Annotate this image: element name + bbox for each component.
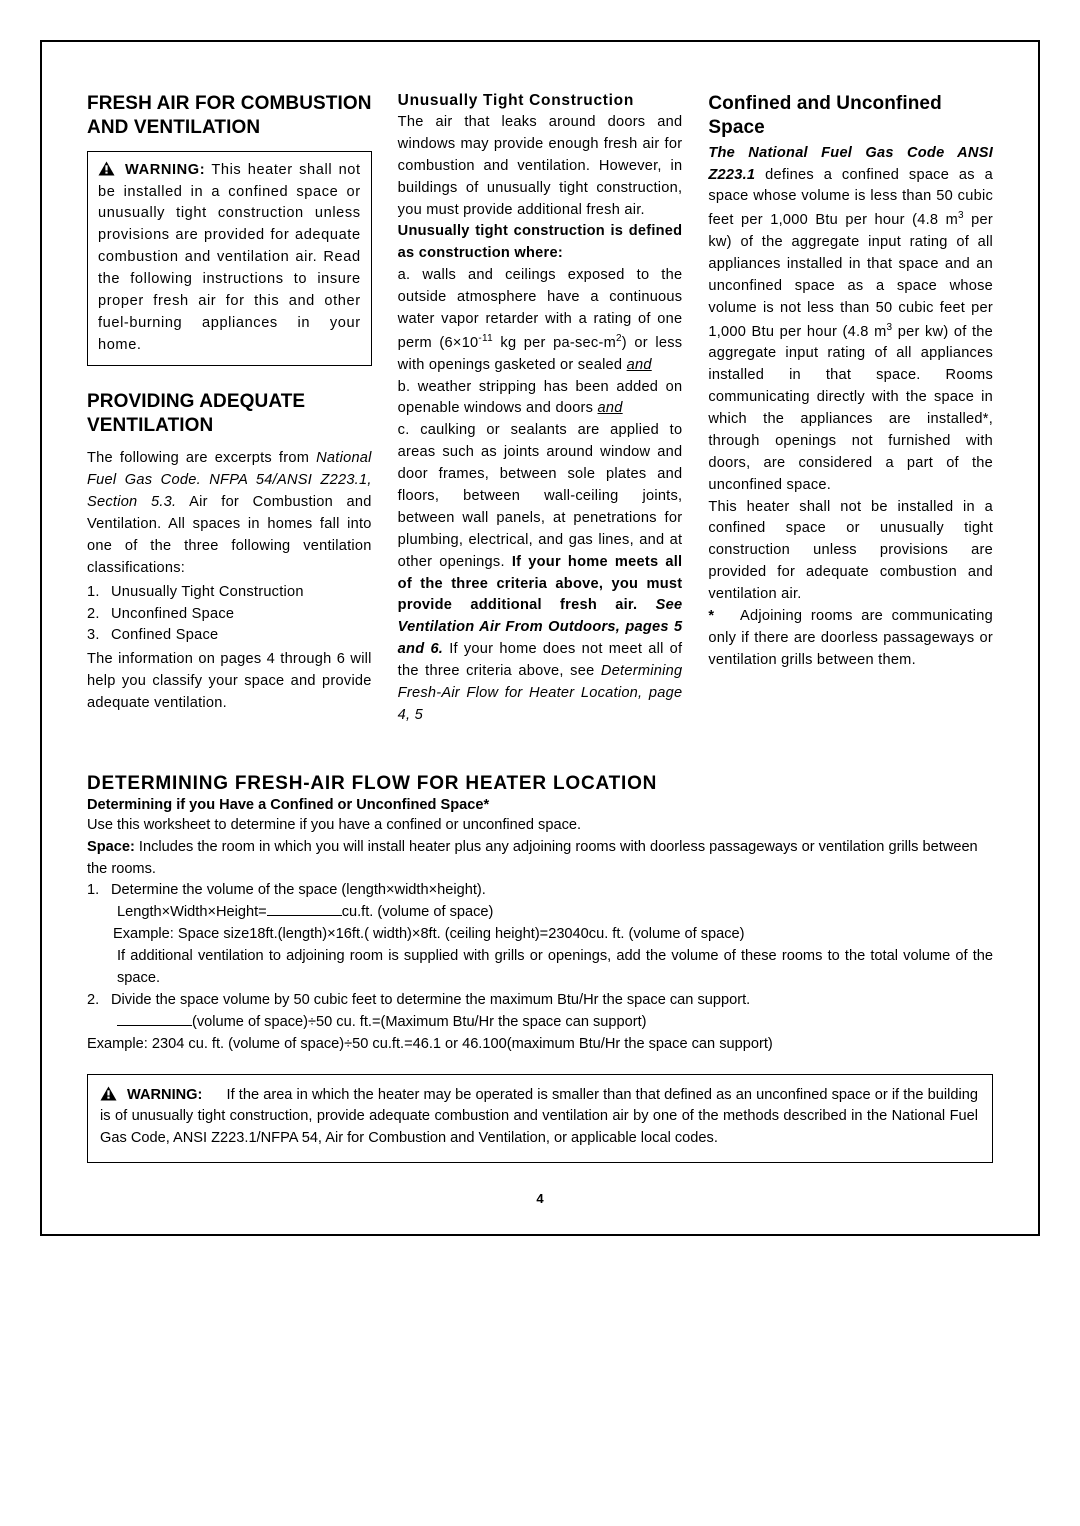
warning-icon-2 (100, 1085, 117, 1107)
providing-body: The following are excerpts from National… (87, 448, 372, 715)
cls-n3: 3. (87, 625, 111, 647)
step-2: 2.Divide the space volume by 50 cubic fe… (87, 990, 993, 1012)
conf-p1: The National Fuel Gas Code ANSI Z223.1 d… (708, 143, 993, 497)
utc-body: The air that leaks around doors and wind… (398, 112, 683, 727)
cls-n1: 1. (87, 582, 111, 604)
conf-p2: This heater shall not be installed in a … (708, 497, 993, 606)
cls-1: Unusually Tight Construction (111, 582, 304, 604)
step-2a: (volume of space)÷50 cu. ft.=(Maximum Bt… (87, 1012, 993, 1034)
cls-2: Unconfined Space (111, 604, 234, 626)
det-space: Space: Includes the room in which you wi… (87, 837, 993, 881)
three-columns: FRESH AIR FOR COMBUSTION AND VENTILATION… (87, 92, 993, 727)
warn-label-2: WARNING: (127, 1087, 202, 1103)
col-1: FRESH AIR FOR COMBUSTION AND VENTILATION… (87, 92, 372, 727)
step-1a: Length×Width×Height=cu.ft. (volume of sp… (87, 902, 993, 924)
col-2: Unusually Tight Construction The air tha… (398, 92, 683, 727)
step-1b: Example: Space size18ft.(length)×16ft.( … (87, 924, 993, 946)
conf-p3: * Adjoining rooms are communicating only… (708, 606, 993, 672)
det-example: Example: 2304 cu. ft. (volume of space)÷… (87, 1034, 993, 1056)
determining-body: Use this worksheet to determine if you h… (87, 815, 993, 1056)
cls-3: Confined Space (111, 625, 218, 647)
warning-icon (98, 160, 115, 182)
det-intro: Use this worksheet to determine if you h… (87, 815, 993, 837)
utc-a: a. walls and ceilings exposed to the out… (398, 265, 683, 376)
confined-body: The National Fuel Gas Code ANSI Z223.1 d… (708, 143, 993, 672)
warn-body-1: This heater shall not be installed in a … (98, 162, 361, 353)
providing-title: PROVIDING ADEQUATE VENTILATION (87, 390, 372, 439)
confined-title: Confined and Unconfined Space (708, 92, 993, 141)
utc-title: Unusually Tight Construction (398, 92, 683, 110)
blank-2 (117, 1025, 192, 1026)
col-3: Confined and Unconfined Space The Nation… (708, 92, 993, 727)
warn-body-2: If the area in which the heater may be o… (100, 1087, 978, 1147)
utc-p1: The air that leaks around doors and wind… (398, 112, 683, 221)
prov-tail: The information on pages 4 through 6 wil… (87, 649, 372, 715)
classification-list: 1.Unusually Tight Construction 2.Unconfi… (87, 582, 372, 648)
utc-c: c. caulking or sealants are applied to a… (398, 420, 683, 726)
warn-label-1: WARNING: (125, 162, 205, 178)
page-number: 4 (87, 1191, 993, 1206)
determining-section: DETERMINING FRESH-AIR FLOW FOR HEATER LO… (87, 773, 993, 1163)
determining-title: DETERMINING FRESH-AIR FLOW FOR HEATER LO… (87, 773, 993, 795)
page: FRESH AIR FOR COMBUSTION AND VENTILATION… (40, 40, 1040, 1236)
prov-intro1: The following are excerpts from (87, 450, 316, 466)
warning-box-2: WARNING: If the area in which the heater… (87, 1074, 993, 1164)
cls-n2: 2. (87, 604, 111, 626)
utc-def-lead: Unusually tight construction is defined … (398, 221, 683, 265)
fresh-air-title: FRESH AIR FOR COMBUSTION AND VENTILATION (87, 92, 372, 141)
step-1: 1.Determine the volume of the space (len… (87, 880, 993, 902)
step-1c: If additional ventilation to adjoining r… (87, 946, 993, 990)
blank-1 (267, 915, 342, 916)
warning-box-1: WARNING: This heater shall not be instal… (87, 151, 372, 366)
determining-sub: Determining if you Have a Confined or Un… (87, 797, 993, 813)
utc-b: b. weather stripping has been added on o… (398, 377, 683, 421)
